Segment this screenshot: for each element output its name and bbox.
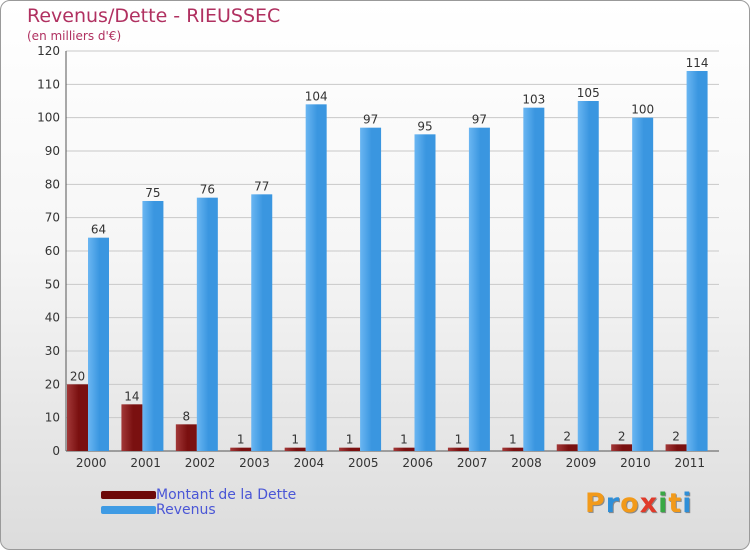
x-tick-label: 2011	[675, 456, 706, 470]
data-label-debt: 20	[70, 369, 85, 383]
data-label-debt: 2	[563, 429, 571, 443]
data-label-revenue: 104	[305, 89, 328, 103]
logo-letter: o	[620, 488, 640, 519]
bar-debt	[502, 447, 524, 451]
data-label-revenue: 76	[200, 183, 215, 197]
data-label-debt: 1	[237, 433, 245, 447]
bar-revenue	[88, 237, 109, 451]
legend-label-debt: Montant de la Dette	[156, 487, 297, 503]
bar-debt	[665, 444, 687, 451]
y-tick-label: 0	[52, 444, 60, 458]
legend-swatch-debt	[101, 491, 156, 499]
x-tick-label: 2001	[130, 456, 161, 470]
proxiti-logo: Proxiti	[585, 488, 693, 519]
y-tick-label: 100	[37, 111, 60, 125]
data-label-revenue: 114	[686, 56, 709, 70]
chart-subtitle: (en milliers d'€)	[27, 29, 122, 43]
x-tick-label: 2000	[76, 456, 107, 470]
data-label-debt: 1	[509, 433, 517, 447]
data-label-debt: 1	[346, 433, 354, 447]
bar-debt	[339, 447, 361, 451]
y-tick-label: 110	[37, 77, 60, 91]
grid-lines	[65, 50, 719, 452]
bar-debt	[121, 404, 143, 451]
y-tick-label: 120	[37, 44, 60, 58]
chart-title: Revenus/Dette - RIEUSSEC	[27, 5, 281, 27]
data-label-debt: 1	[455, 433, 463, 447]
logo-letter: t	[668, 488, 683, 519]
bar-debt	[175, 424, 197, 451]
y-axis-ticks: 0 10 20 30 40 50 60 70 80 90 100 110 120	[37, 44, 60, 458]
bar-revenue	[142, 201, 164, 451]
bar-revenue	[251, 194, 273, 452]
data-label-revenue: 97	[472, 113, 487, 127]
x-tick-label: 2009	[566, 456, 597, 470]
bars	[67, 71, 708, 452]
data-label-revenue: 103	[522, 93, 545, 107]
logo-letter: r	[605, 488, 621, 519]
data-label-debt: 2	[618, 429, 626, 443]
y-tick-label: 10	[45, 411, 60, 425]
bar-revenue	[632, 117, 654, 452]
x-tick-label: 2010	[620, 456, 651, 470]
bar-revenue	[196, 197, 218, 451]
y-tick-label: 50	[45, 277, 60, 291]
data-label-debt: 1	[400, 433, 408, 447]
x-tick-label: 2004	[294, 456, 325, 470]
bar-revenue	[468, 127, 490, 452]
bar-revenue	[577, 101, 599, 451]
data-label-debt: 2	[672, 429, 680, 443]
data-label-debt: 8	[183, 409, 191, 423]
legend-label-revenue: Revenus	[156, 502, 216, 518]
data-label-revenue: 77	[254, 179, 269, 193]
data-labels: 20 64 14 75 8 76 1 77 1 104 1 97 1 95 1 97 1 103 2 105 2 100 2…	[70, 56, 709, 447]
data-label-revenue: 75	[145, 186, 160, 200]
x-tick-label: 2002	[185, 456, 216, 470]
data-label-revenue: 105	[577, 86, 600, 100]
data-label-revenue: 64	[91, 223, 106, 237]
bar-revenue	[360, 127, 382, 452]
data-label-revenue: 100	[631, 103, 654, 117]
logo-letter: i	[682, 488, 693, 519]
logo-letter: x	[639, 488, 659, 519]
bar-revenue	[523, 107, 545, 452]
bar-debt	[67, 384, 88, 451]
bar-revenue	[686, 71, 708, 451]
data-label-debt: 14	[124, 389, 139, 403]
x-tick-label: 2006	[402, 456, 433, 470]
data-label-revenue: 95	[417, 119, 432, 133]
bar-debt	[556, 444, 578, 451]
x-tick-label: 2008	[511, 456, 542, 470]
legend-item-debt: Montant de la Dette	[101, 487, 296, 503]
y-tick-label: 40	[45, 311, 60, 325]
bar-revenue	[305, 104, 327, 451]
logo-letter: i	[658, 488, 669, 519]
x-tick-label: 2003	[239, 456, 270, 470]
legend-item-revenue: Revenus	[101, 502, 216, 518]
bar-revenue	[414, 134, 436, 452]
y-tick-label: 20	[45, 377, 60, 391]
bar-debt	[611, 444, 633, 451]
x-axis-ticks: 2000 2001 2002 2003 2004 2005 2006 2007 2008 2009…	[76, 456, 705, 470]
x-tick-label: 2005	[348, 456, 379, 470]
y-tick-label: 30	[45, 344, 60, 358]
x-tick-label: 2007	[457, 456, 488, 470]
data-label-debt: 1	[291, 433, 299, 447]
bar-debt	[393, 447, 415, 451]
bar-debt	[284, 447, 306, 451]
y-tick-label: 80	[45, 177, 60, 191]
y-tick-label: 70	[45, 211, 60, 225]
y-tick-label: 60	[45, 244, 60, 258]
legend-swatch-revenue	[101, 506, 156, 514]
data-label-revenue: 97	[363, 113, 378, 127]
bar-debt	[447, 447, 469, 451]
logo-letter: P	[585, 488, 606, 519]
bar-debt	[230, 447, 252, 451]
y-tick-label: 90	[45, 144, 60, 158]
